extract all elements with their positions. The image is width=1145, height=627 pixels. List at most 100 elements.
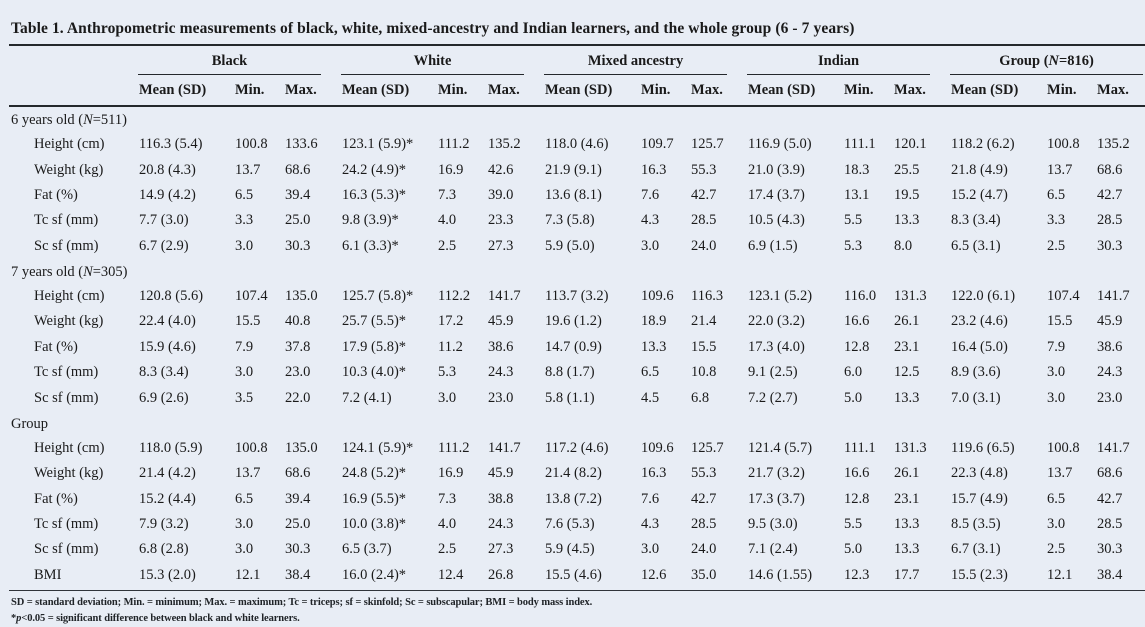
value-cell: 2.5 (1047, 541, 1066, 558)
value-cell: 16.9 (5.5)* (342, 490, 407, 507)
value-cell: 113.7 (3.2) (545, 288, 609, 305)
value-cell: 45.9 (488, 313, 514, 330)
measurement-label: Weight (kg) (34, 465, 104, 482)
value-cell: 125.7 (691, 439, 724, 456)
value-cell: 7.6 (5.3) (545, 516, 595, 533)
value-cell: 13.7 (235, 465, 261, 482)
value-cell: 118.0 (4.6) (545, 136, 609, 153)
value-cell: 135.2 (1097, 136, 1130, 153)
table-title: Table 1. Anthropometric measurements of … (11, 20, 855, 37)
value-cell: 24.3 (1097, 364, 1123, 381)
value-cell: 6.5 (1047, 186, 1066, 203)
measurement-label: Weight (kg) (34, 313, 104, 330)
value-cell: 4.5 (641, 389, 660, 406)
measurement-label: Fat (%) (34, 490, 78, 507)
value-cell: 5.5 (844, 516, 863, 533)
value-cell: 4.3 (641, 516, 660, 533)
table-row: Height (cm) 120.8 (5.6) 107.4 135.0 125.7 (5… (9, 284, 1145, 309)
value-cell: 14.9 (4.2) (139, 186, 196, 203)
header-mean-sd: Mean (SD) (541, 76, 640, 107)
value-cell: 107.4 (235, 288, 268, 305)
value-cell: 120.8 (5.6) (139, 288, 204, 305)
value-cell: 7.7 (3.0) (139, 212, 189, 229)
value-cell: 14.7 (0.9) (545, 338, 602, 355)
value-cell: 3.0 (1047, 389, 1066, 406)
value-cell: 6.7 (2.9) (139, 237, 189, 254)
value-cell: 7.0 (3.1) (951, 389, 1001, 406)
value-cell: 13.6 (8.1) (545, 186, 602, 203)
value-cell: 23.3 (488, 212, 514, 229)
value-cell: 17.4 (3.7) (748, 186, 805, 203)
value-cell: 27.3 (488, 237, 514, 254)
value-cell: 3.3 (1047, 212, 1066, 229)
value-cell: 100.8 (1047, 439, 1080, 456)
value-cell: 26.8 (486, 562, 542, 591)
value-cell: 12.1 (1045, 562, 1096, 591)
table-row: Tc sf (mm) 7.7 (3.0) 3.3 25.0 9.8 (3.9)* 4.0 2… (9, 208, 1145, 233)
value-cell: 18.9 (641, 313, 667, 330)
value-cell: 24.2 (4.9)* (342, 161, 407, 178)
value-cell: 112.2 (438, 288, 471, 305)
value-cell: 10.3 (4.0)* (342, 364, 407, 381)
value-cell: 22.3 (4.8) (951, 465, 1008, 482)
value-cell: 26.1 (894, 313, 920, 330)
value-cell: 26.1 (894, 465, 920, 482)
value-cell: 6.5 (3.7) (342, 541, 392, 558)
value-cell: 42.7 (691, 490, 717, 507)
value-cell: 116.3 (5.4) (139, 136, 203, 153)
value-cell: 5.9 (4.5) (545, 541, 595, 558)
value-cell: 45.9 (1097, 313, 1123, 330)
table-row: Fat (%) 15.2 (4.4) 6.5 39.4 16.9 (5.5)* 7.3 38… (9, 487, 1145, 512)
value-cell: 15.2 (4.4) (139, 490, 196, 507)
value-cell: 5.3 (844, 237, 863, 254)
value-cell: 133.6 (285, 136, 318, 153)
value-cell: 12.8 (844, 338, 870, 355)
value-cell: 16.9 (438, 161, 464, 178)
measurement-label: Height (cm) (34, 136, 105, 153)
value-cell: 22.4 (4.0) (139, 313, 196, 330)
value-cell: 3.0 (641, 541, 660, 558)
value-cell: 38.8 (488, 490, 514, 507)
value-cell: 2.5 (1047, 237, 1066, 254)
value-cell: 13.3 (641, 338, 667, 355)
value-cell: 6.7 (3.1) (951, 541, 1001, 558)
section-header-row: Group (9, 411, 1145, 436)
value-cell: 24.8 (5.2)* (342, 465, 407, 482)
value-cell: 118.0 (5.9) (139, 439, 203, 456)
value-cell: 21.9 (9.1) (545, 161, 602, 178)
value-cell: 42.7 (691, 186, 717, 203)
value-cell: 15.5 (691, 338, 717, 355)
value-cell: 3.0 (1047, 516, 1066, 533)
header-max: Max. (689, 76, 745, 107)
value-cell: 119.6 (6.5) (951, 439, 1015, 456)
value-cell: 30.3 (1097, 541, 1123, 558)
value-cell: 17.3 (3.7) (748, 490, 805, 507)
value-cell: 24.0 (691, 237, 717, 254)
value-cell: 13.7 (235, 161, 261, 178)
value-cell: 10.5 (4.3) (748, 212, 805, 229)
value-cell: 141.7 (488, 439, 521, 456)
value-cell: 124.1 (5.9)* (342, 439, 414, 456)
value-cell: 4.0 (438, 516, 457, 533)
value-cell: 8.0 (894, 237, 913, 254)
value-cell: 7.3 (438, 490, 457, 507)
value-cell: 9.5 (3.0) (748, 516, 798, 533)
value-cell: 116.0 (844, 288, 877, 305)
table-row: Height (cm) 118.0 (5.9) 100.8 135.0 124.1 (5… (9, 436, 1145, 461)
value-cell: 6.8 (2.8) (139, 541, 189, 558)
value-cell: 30.3 (1097, 237, 1123, 254)
header-mean-sd: Mean (SD) (338, 76, 436, 107)
footnote-significance: *p<0.05 = significant difference between… (11, 613, 300, 625)
header-min: Min. (842, 76, 893, 107)
section-header-row: 6 years old (N=511) (9, 106, 1145, 132)
value-cell: 12.3 (842, 562, 893, 591)
value-cell: 6.5 (1047, 490, 1066, 507)
value-cell: 100.8 (235, 439, 268, 456)
value-cell: 42.6 (488, 161, 514, 178)
table-body: 6 years old (N=511) Height (cm) 116.3 (5.4… (9, 106, 1145, 591)
value-cell: 9.1 (2.5) (748, 364, 798, 381)
table-row: BMI 15.3 (2.0) 12.1 38.4 16.0 (2.4)* 12.4 26.8… (9, 562, 1145, 591)
value-cell: 18.3 (844, 161, 870, 178)
value-cell: 10.0 (3.8)* (342, 516, 407, 533)
value-cell: 23.2 (4.6) (951, 313, 1008, 330)
